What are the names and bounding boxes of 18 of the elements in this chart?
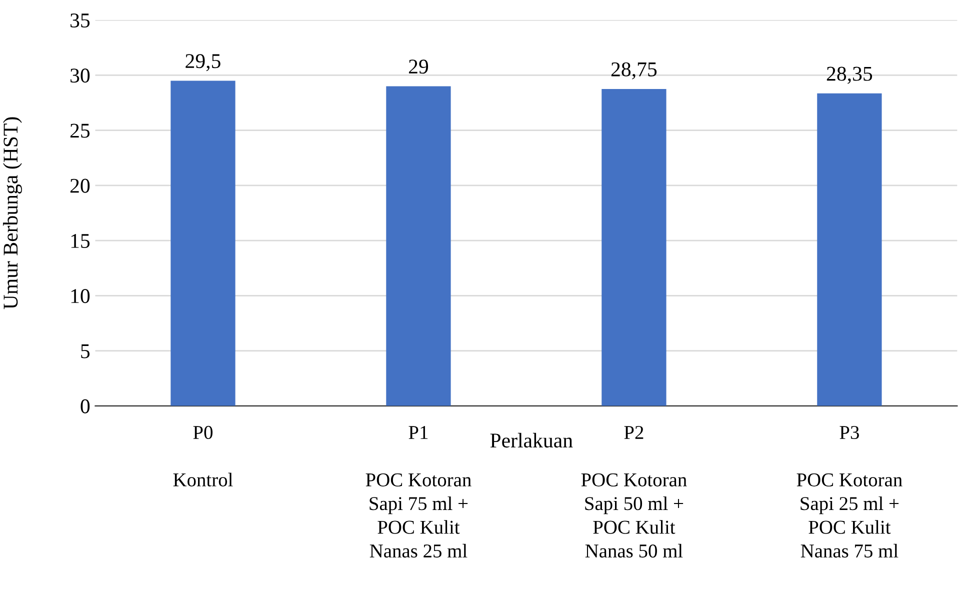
y-tick-label: 25: [70, 124, 90, 138]
y-tick-label: 15: [71, 234, 90, 248]
category-label: P3 POC Kotoran Sapi 25 ml + POC Kulit Nanas 75 ml: [796, 426, 902, 558]
y-tick-label: 30: [70, 68, 90, 83]
y-tick-label: 10: [71, 289, 90, 304]
y-axis-title: Umur Berbunga (HST): [3, 117, 22, 310]
y-tick-label: 20: [70, 178, 90, 193]
category-label: P1 POC Kotoran Sapi 75 ml + POC Kulit Nanas 25 ml: [366, 426, 472, 558]
x-axis-title: Perlakuan: [490, 432, 573, 448]
data-label: 28,75: [611, 62, 657, 80]
category-label: P2 POC Kotoran Sapi 50 ml + POC Kulit Nanas 50 ml: [581, 426, 687, 558]
y-tick-label: 0: [80, 399, 90, 414]
category-label: P0 Kontrol: [173, 426, 233, 486]
data-label: 28,35: [826, 66, 872, 84]
y-tick-label: 35: [70, 13, 90, 28]
data-label: 29,5: [186, 54, 220, 72]
data-label: 29: [408, 60, 428, 74]
y-tick-label: 5: [81, 344, 90, 358]
